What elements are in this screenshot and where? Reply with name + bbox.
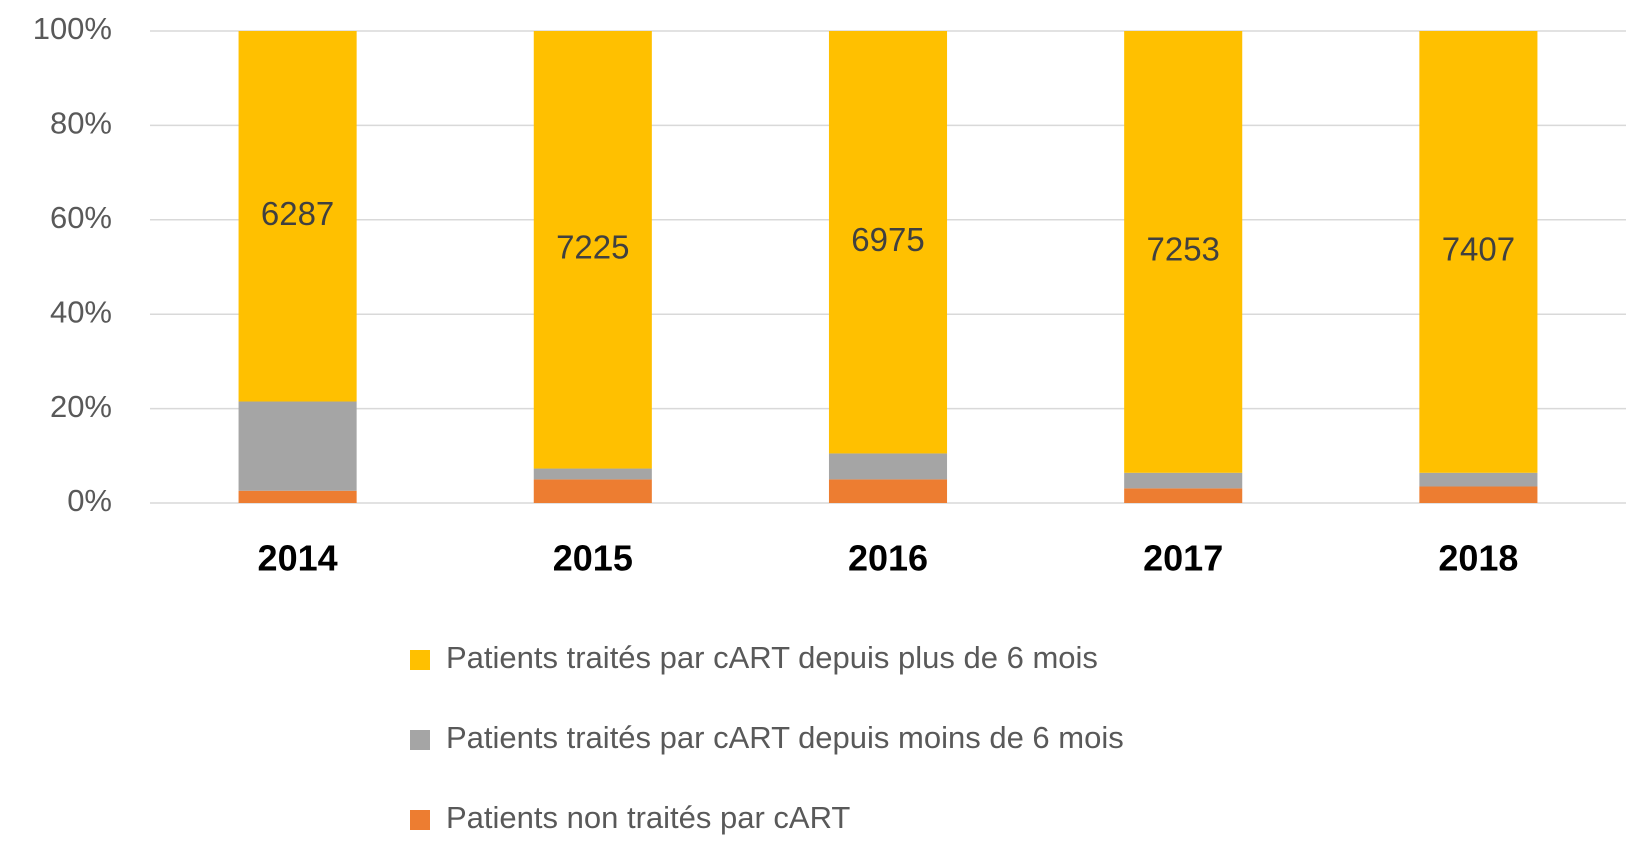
bar-segment xyxy=(828,479,948,503)
data-label: 6975 xyxy=(851,221,924,258)
x-tick-label: 2018 xyxy=(1438,538,1518,579)
data-label: 7225 xyxy=(556,228,629,265)
legend-swatch xyxy=(410,810,430,830)
data-label: 7407 xyxy=(1442,231,1515,268)
y-tick-label: 80% xyxy=(50,106,112,141)
legend-swatch xyxy=(410,730,430,750)
bar-segment xyxy=(1419,486,1538,503)
bar-segment xyxy=(533,468,652,480)
bar-segment xyxy=(1124,472,1243,489)
x-tick-label: 2017 xyxy=(1143,538,1223,579)
data-label: 7253 xyxy=(1146,231,1219,268)
x-tick-label: 2014 xyxy=(258,538,338,579)
y-tick-label: 20% xyxy=(50,389,112,424)
y-tick-label: 40% xyxy=(50,294,112,329)
y-tick-label: 0% xyxy=(67,483,112,518)
bar-segment xyxy=(238,401,357,491)
bar-segment xyxy=(1124,488,1243,503)
bar-segment xyxy=(238,490,357,503)
x-tick-label: 2015 xyxy=(553,538,633,579)
legend-label: Patients traités par cART depuis moins d… xyxy=(446,720,1124,755)
legend-swatch xyxy=(410,650,430,670)
x-tick-label: 2016 xyxy=(848,538,928,579)
bar-segment xyxy=(828,453,948,480)
bar-segment xyxy=(828,31,948,454)
bar-segment xyxy=(1124,31,1243,473)
legend-label: Patients non traités par cART xyxy=(446,800,850,835)
legend-label: Patients traités par cART depuis plus de… xyxy=(446,640,1098,675)
bar-segment xyxy=(533,31,652,469)
y-tick-label: 100% xyxy=(33,11,112,46)
data-label: 6287 xyxy=(261,195,334,232)
bar-segment xyxy=(1419,472,1538,487)
y-tick-label: 60% xyxy=(50,200,112,235)
bar-segment xyxy=(238,31,357,402)
bar-segment xyxy=(1419,31,1538,473)
bar-segment xyxy=(533,479,652,503)
